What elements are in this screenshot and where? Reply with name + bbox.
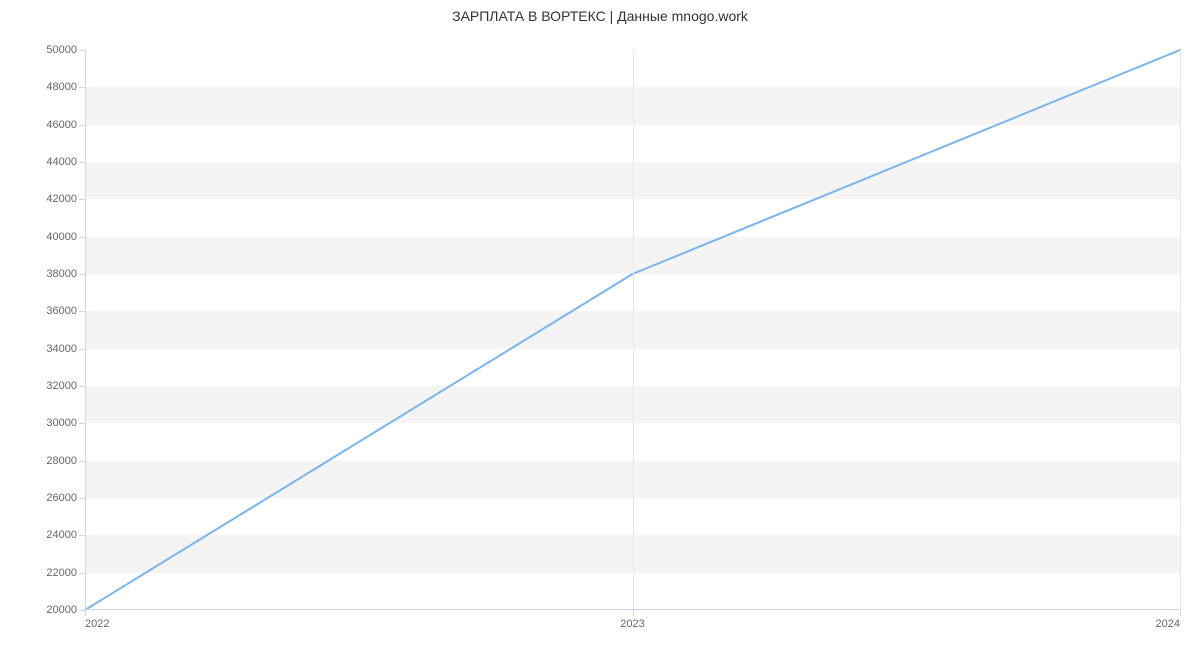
y-tick-mark [79, 50, 85, 51]
y-tick-mark [79, 162, 85, 163]
x-tick-mark [85, 610, 86, 616]
y-axis-line [85, 50, 86, 610]
chart-title: ЗАРПЛАТА В ВОРТЕКС | Данные mnogo.work [0, 8, 1200, 24]
grid-vertical-line [633, 50, 634, 610]
y-tick-mark [79, 237, 85, 238]
y-tick-mark [79, 423, 85, 424]
x-tick-label: 2024 [1156, 610, 1180, 630]
grid-vertical-line [1180, 50, 1181, 610]
y-tick-mark [79, 535, 85, 536]
y-tick-mark [79, 311, 85, 312]
y-tick-mark [79, 274, 85, 275]
x-tick-mark [1180, 610, 1181, 616]
salary-line-chart: ЗАРПЛАТА В ВОРТЕКС | Данные mnogo.work 2… [0, 0, 1200, 650]
y-tick-mark [79, 87, 85, 88]
y-tick-mark [79, 199, 85, 200]
x-tick-label: 2022 [85, 610, 109, 630]
y-tick-mark [79, 461, 85, 462]
y-tick-mark [79, 573, 85, 574]
x-tick-mark [633, 610, 634, 616]
plot-area: 2000022000240002600028000300003200034000… [85, 50, 1180, 610]
y-tick-mark [79, 498, 85, 499]
y-tick-mark [79, 386, 85, 387]
y-tick-mark [79, 349, 85, 350]
y-tick-mark [79, 125, 85, 126]
